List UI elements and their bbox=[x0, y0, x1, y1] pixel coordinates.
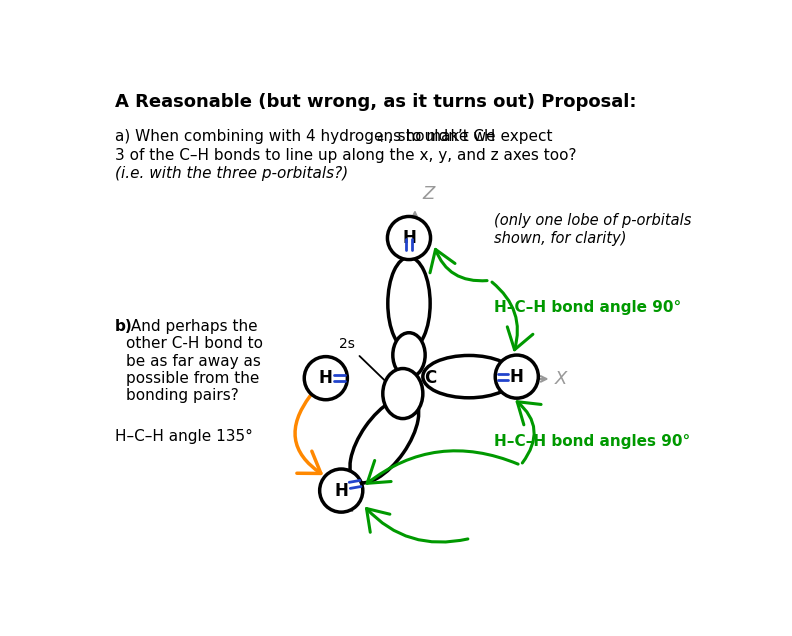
Text: H–C–H bond angles 90°: H–C–H bond angles 90° bbox=[493, 434, 690, 450]
Ellipse shape bbox=[383, 368, 423, 418]
Text: 4: 4 bbox=[377, 134, 384, 144]
Text: H–C–H angle 135°: H–C–H angle 135° bbox=[115, 429, 253, 444]
Text: A Reasonable (but wrong, as it turns out) Proposal:: A Reasonable (but wrong, as it turns out… bbox=[115, 93, 636, 111]
Text: X: X bbox=[555, 370, 568, 388]
Circle shape bbox=[320, 469, 363, 512]
Circle shape bbox=[387, 216, 431, 259]
Text: H–C–H bond angle 90°: H–C–H bond angle 90° bbox=[493, 300, 681, 315]
Ellipse shape bbox=[393, 333, 425, 377]
Text: Z: Z bbox=[423, 185, 436, 204]
Text: , shouldn’t we expect: , shouldn’t we expect bbox=[383, 128, 552, 144]
Text: 2s: 2s bbox=[340, 337, 392, 387]
Text: a) When combining with 4 hydrogens to make CH: a) When combining with 4 hydrogens to ma… bbox=[115, 128, 495, 144]
Text: 3 of the C–H bonds to line up along the x, y, and z axes too?: 3 of the C–H bonds to line up along the … bbox=[115, 148, 577, 163]
Text: And perhaps the
other C-H bond to
be as far away as
possible from the
bonding pa: And perhaps the other C-H bond to be as … bbox=[127, 319, 264, 403]
Ellipse shape bbox=[423, 356, 516, 398]
Text: H: H bbox=[334, 481, 348, 500]
Text: C: C bbox=[425, 369, 436, 387]
Text: H: H bbox=[319, 369, 333, 387]
Text: b): b) bbox=[115, 319, 132, 334]
Text: (only one lobe of p-orbitals
shown, for clarity): (only one lobe of p-orbitals shown, for … bbox=[493, 214, 691, 245]
Circle shape bbox=[304, 357, 348, 399]
Text: H: H bbox=[510, 368, 524, 385]
Text: Y: Y bbox=[348, 498, 359, 516]
Ellipse shape bbox=[388, 258, 430, 350]
Ellipse shape bbox=[350, 397, 419, 483]
Text: H: H bbox=[402, 229, 416, 247]
Circle shape bbox=[495, 355, 539, 398]
Text: (i.e. with the three p-orbitals?): (i.e. with the three p-orbitals?) bbox=[115, 167, 348, 181]
